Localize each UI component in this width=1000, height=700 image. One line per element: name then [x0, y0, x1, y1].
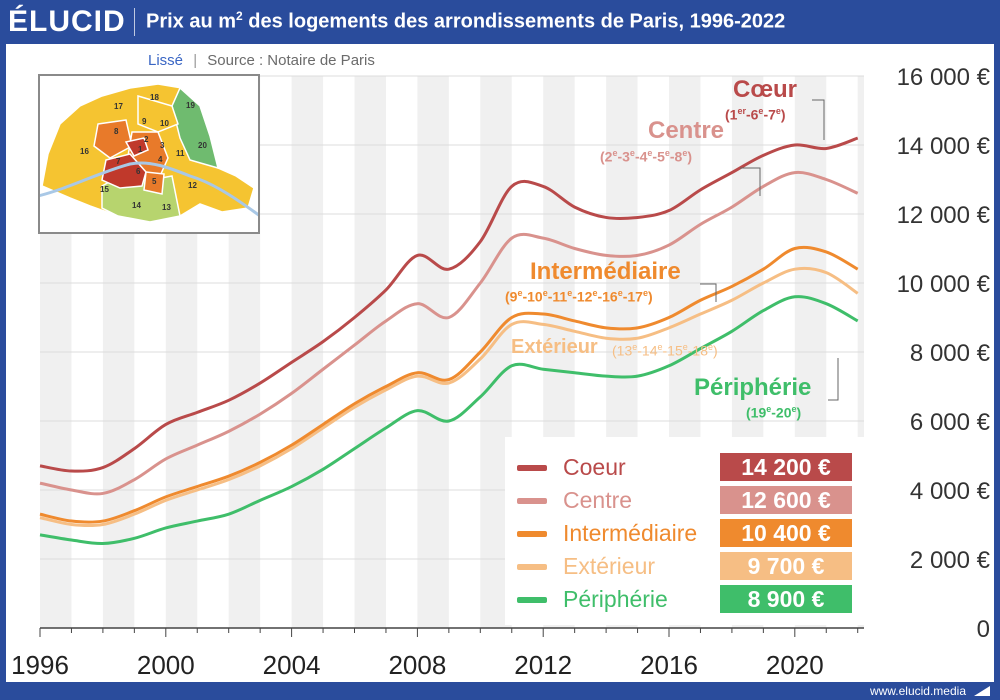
map-label: 10	[160, 119, 169, 128]
map-label: 1	[138, 145, 143, 154]
zone-label-peripherie: Périphérie	[694, 374, 812, 401]
y-tick-label: 10 000 €	[897, 271, 991, 298]
title-superscript: 2	[236, 9, 243, 23]
zone-label-intermediaire: Intermédiaire	[530, 258, 681, 285]
zone-label-exterieur: Extérieur	[511, 336, 598, 358]
x-tick-label: 2012	[514, 650, 572, 680]
legend-value: 9 700 €	[720, 552, 852, 580]
logo: ÉLUCID	[8, 5, 126, 38]
map-label: 9	[142, 117, 147, 126]
y-tick-label: 4 000 €	[910, 478, 991, 505]
map-label: 17	[114, 102, 123, 111]
map-label: 13	[162, 203, 171, 212]
page-title: Prix au m2 des logements des arrondissem…	[146, 9, 785, 34]
footer-url[interactable]: www.elucid.media	[869, 684, 966, 698]
legend-swatch	[517, 498, 547, 504]
title-text-start: Prix au m	[146, 10, 237, 33]
y-tick-label: 2 000 €	[910, 547, 991, 574]
x-tick-label: 2000	[137, 650, 195, 680]
legend-swatch	[517, 564, 547, 570]
map-label: 14	[132, 201, 141, 210]
legend-name: Périphérie	[563, 586, 668, 612]
map-label: 4	[158, 155, 163, 164]
zone-sub-coeur: (1er-6e-7e)	[725, 106, 786, 123]
x-tick-label: 2016	[640, 650, 698, 680]
y-tick-label: 8 000 €	[910, 340, 991, 367]
source-label: Source : Notaire de Paris	[207, 52, 375, 69]
subtitle: Lissé | Source : Notaire de Paris	[148, 52, 375, 69]
y-tick-label: 0	[977, 616, 990, 643]
zone-sub-intermediaire: (9e-10e-11e-12e-16e-17e)	[505, 288, 653, 305]
legend-swatch	[517, 531, 547, 537]
zone-sub-exterieur: (13e-14e-15e-18e)	[612, 342, 718, 359]
leader-line-peripherie	[828, 358, 839, 401]
map-label: 16	[80, 147, 89, 156]
series-line-peripherie	[39, 295, 859, 545]
leader-line-intermediaire	[700, 283, 717, 302]
map-label: 12	[188, 181, 197, 190]
zone-label-centre: Centre	[648, 117, 725, 144]
legend-value: 8 900 €	[720, 585, 852, 613]
x-tick-label: 1996	[11, 650, 69, 680]
series-line-exterieur	[39, 266, 859, 528]
x-tick-label: 2004	[263, 650, 321, 680]
header-separator	[134, 8, 135, 36]
legend-row-intermediaire: Intermédiaire 10 400 €	[517, 519, 857, 547]
header-bar: ÉLUCID Prix au m2 des logements des arro…	[0, 0, 1000, 44]
legend-value: 10 400 €	[720, 519, 852, 547]
legend-name: Centre	[563, 487, 633, 513]
zone-label-coeur: Cœur	[733, 76, 797, 103]
subtitle-separator: |	[193, 52, 198, 69]
legend-name: Intermédiaire	[563, 520, 698, 546]
paris-map-drawing: 17 18 19 8 9 10 16 2 3 20 1 4 11 7 6 5 1…	[37, 83, 261, 223]
legend-row-centre: Centre 12 600 €	[517, 486, 857, 514]
legend-name: Coeur	[563, 454, 626, 480]
footer-triangle-icon	[974, 686, 990, 696]
series-line-centre	[39, 170, 859, 496]
leader-line-centre	[740, 167, 761, 196]
legend-row-coeur: Coeur 14 200 €	[517, 453, 857, 481]
legend-swatch	[517, 465, 547, 471]
series-line-intermediaire	[39, 245, 859, 524]
map-label: 8	[114, 127, 119, 136]
y-tick-label: 12 000 €	[897, 202, 991, 229]
paris-map: 17 18 19 8 9 10 16 2 3 20 1 4 11 7 6 5 1…	[37, 74, 261, 234]
legend-value: 14 200 €	[720, 453, 852, 481]
y-tick-label: 6 000 €	[910, 409, 991, 436]
map-label: 18	[150, 93, 159, 102]
leader-line-coeur	[812, 99, 825, 140]
x-tick-label: 2020	[766, 650, 824, 680]
legend-swatch	[517, 597, 547, 603]
map-label: 7	[116, 157, 121, 166]
legend-value: 12 600 €	[720, 486, 852, 514]
x-tick-label: 2008	[388, 650, 446, 680]
y-tick-label: 14 000 €	[897, 133, 991, 160]
legend-row-exterieur: Extérieur 9 700 €	[517, 552, 857, 580]
series-line-coeur	[39, 136, 859, 473]
zone-sub-centre: (2e-3e-4e-5e-8e)	[600, 148, 693, 165]
map-label: 15	[100, 185, 109, 194]
map-label: 2	[144, 135, 149, 144]
map-label: 20	[198, 141, 207, 150]
map-label: 5	[152, 177, 157, 186]
map-label: 11	[176, 149, 185, 158]
smoothing-label: Lissé	[148, 52, 184, 69]
legend: Coeur 14 200 € Centre 12 600 € Intermédi…	[505, 437, 867, 625]
y-tick-label: 16 000 €	[897, 64, 991, 91]
map-label: 6	[136, 167, 141, 176]
legend-row-peripherie: Périphérie 8 900 €	[517, 585, 857, 613]
title-text-end: des logements des arrondissements de Par…	[242, 10, 786, 33]
zone-sub-peripherie: (19e-20e)	[746, 404, 802, 421]
map-label: 19	[186, 101, 195, 110]
legend-name: Extérieur	[563, 553, 656, 579]
map-label: 3	[160, 141, 165, 150]
